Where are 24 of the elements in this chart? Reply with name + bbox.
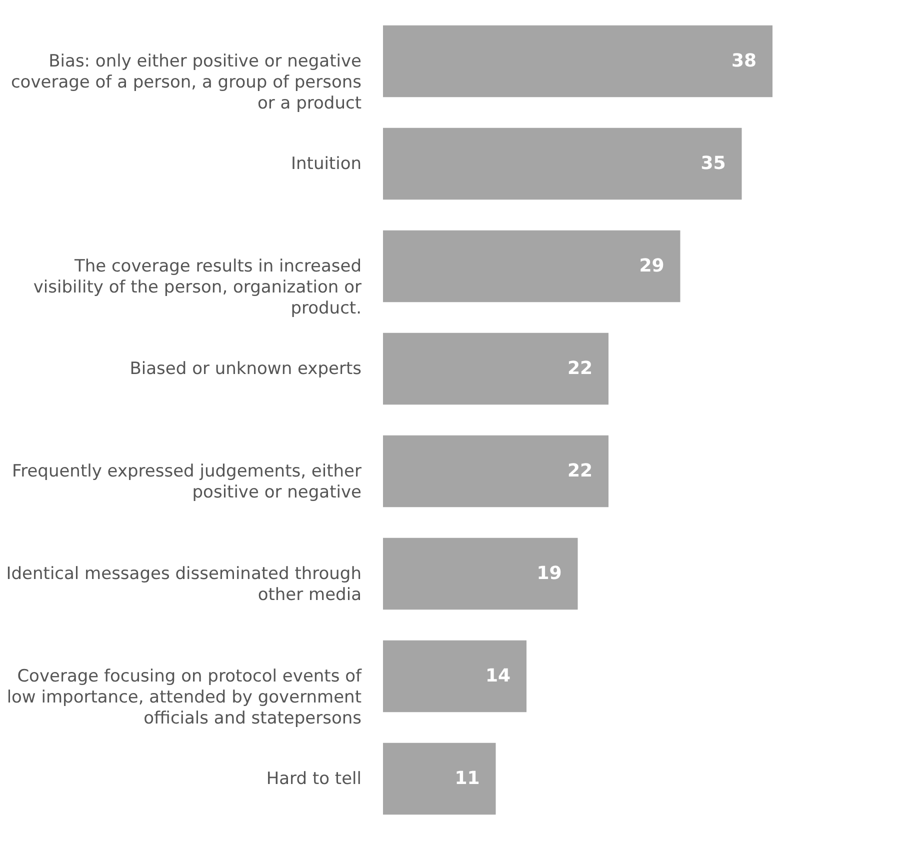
data-label: 29 (639, 255, 664, 276)
data-label: 35 (700, 152, 726, 174)
y-tick-label: Hard to tell (266, 768, 362, 789)
data-label: 14 (485, 665, 510, 686)
bar (383, 435, 608, 508)
bar (383, 128, 742, 200)
y-tick-label: Identical messages disseminated through other media (6, 564, 362, 605)
bar (383, 742, 496, 815)
bar (383, 538, 578, 610)
y-tick-label: Frequently expressed judgements, either positive or negative (12, 461, 362, 502)
bar (383, 230, 680, 302)
data-label: 22 (567, 358, 592, 379)
data-label: 11 (454, 768, 480, 789)
y-tick-label: Bias: only either positive or negative coverage of a person, a group of persons or a product (10, 51, 362, 114)
y-tick-label: Biased or unknown experts (130, 358, 362, 379)
y-tick-label: The coverage results in increased visibility of the person, organization or product. (33, 256, 362, 318)
data-label: 22 (567, 460, 592, 482)
data-label: 19 (536, 562, 562, 584)
bar (383, 640, 526, 712)
y-tick-label: Coverage focusing on protocol events of low importance, attended by government officials and statepersons (6, 666, 362, 728)
y-tick-label: Intuition (290, 154, 362, 174)
bar (383, 332, 608, 405)
bar (383, 25, 772, 98)
data-label: 38 (731, 50, 756, 72)
